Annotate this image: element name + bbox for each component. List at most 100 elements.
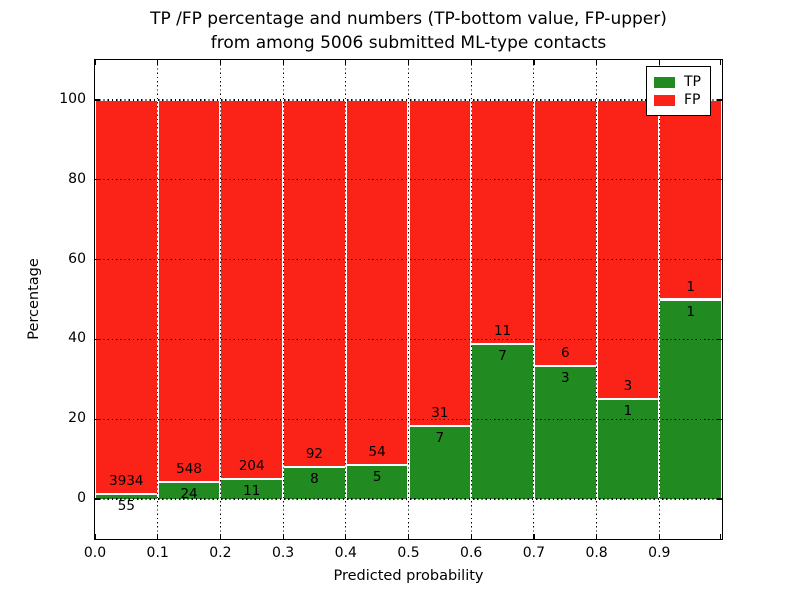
fp-legend-swatch-icon: [654, 94, 675, 106]
x-tick-mark: [157, 534, 159, 539]
bar-fp-count-label: 6: [560, 345, 570, 362]
y-tick-label: 60: [68, 250, 86, 267]
x-tick-mark: [596, 534, 598, 539]
x-tick-mark: [658, 60, 660, 65]
gridline-vertical: [470, 60, 472, 539]
bar-fp-segment: [408, 99, 472, 426]
chart-title-line2: from among 5006 submitted ML-type contac…: [210, 33, 607, 53]
tp-legend-swatch-icon: [654, 76, 675, 88]
gridline-horizontal: [95, 258, 722, 261]
bar-tp-count-label: 1: [623, 403, 633, 420]
x-tick-label: 0.6: [460, 545, 483, 561]
chart-title-line1: TP /FP percentage and numbers (TP-bottom…: [150, 9, 667, 29]
bar-fp-count-label: 1: [686, 278, 695, 295]
x-tick-mark: [596, 60, 598, 65]
bar-fp-segment: [157, 99, 221, 483]
bar-fp-count-label: 3: [623, 378, 633, 395]
x-tick-label: 0.1: [146, 545, 169, 561]
legend-item-fp: FP: [654, 92, 701, 108]
gridline-horizontal: [95, 99, 722, 101]
x-tick-mark: [533, 534, 535, 539]
tp-legend-label: TP: [684, 74, 701, 90]
x-tick-label: 0.4: [334, 545, 357, 561]
bar-fp-count-label: 31: [431, 404, 449, 421]
x-tick-mark: [219, 534, 222, 539]
bar-tp-segment: [471, 343, 534, 500]
bar-fp-segment: [345, 99, 409, 466]
y-tick-mark: [95, 258, 100, 261]
bar-tp-count-label: 7: [435, 429, 445, 446]
x-tick-mark: [470, 534, 472, 539]
bar-tp-count-label: 5: [372, 469, 382, 486]
legend-item-tp: TP: [654, 74, 701, 90]
bar-tp-segment: [596, 399, 660, 500]
bar-fp-segment: [471, 99, 534, 344]
plot-area: TP FP 3934 55 548 24 204 11 92 8 54 5 31 7 11 7 6 3 3 1 1 1: [93, 58, 724, 541]
legend: TP FP: [646, 66, 711, 116]
x-axis-label: Predicted probability: [333, 568, 484, 584]
x-tick-mark: [658, 534, 660, 539]
bar-tp-count-label: 11: [243, 482, 261, 499]
gridline-vertical: [658, 60, 660, 539]
x-tick-label: 0.2: [209, 545, 232, 561]
y-tick-label: 100: [59, 90, 86, 107]
y-tick-mark: [95, 338, 100, 341]
bar-fp-segment: [283, 99, 346, 468]
bar-fp-segment: [220, 99, 284, 479]
gridline-vertical: [533, 60, 535, 539]
bar-tp-segment: [408, 425, 472, 500]
bar-fp-count-label: 92: [305, 446, 324, 463]
bar-tp-count-label: 3: [560, 370, 570, 387]
gridline-vertical: [157, 60, 159, 539]
bar-fp-count-label: 3934: [109, 472, 144, 489]
bar-fp-segment: [596, 99, 660, 400]
gridline-vertical: [219, 60, 221, 539]
x-tick-mark: [345, 534, 347, 539]
gridline-vertical: [345, 60, 347, 539]
gridline-vertical: [282, 60, 284, 539]
gridline-horizontal: [95, 179, 722, 181]
y-tick-mark: [95, 418, 100, 420]
bar-tp-segment: [345, 465, 409, 500]
x-tick-mark: [219, 60, 222, 65]
bar-tp-segment: [283, 467, 346, 500]
x-tick-mark: [470, 60, 472, 65]
fp-legend-label: FP: [684, 92, 701, 108]
x-tick-mark: [94, 60, 96, 65]
x-tick-mark: [407, 60, 410, 65]
y-tick-mark: [717, 338, 722, 341]
x-tick-mark: [720, 534, 722, 539]
bar-tp-segment: [533, 366, 597, 500]
y-tick-mark: [717, 99, 722, 101]
gridline-vertical: [596, 60, 598, 539]
x-tick-label: 0.0: [83, 545, 107, 561]
y-tick-label: 40: [68, 330, 86, 347]
bar-fp-count-label: 54: [368, 444, 386, 461]
gridline-horizontal: [95, 338, 722, 340]
y-tick-mark: [95, 498, 100, 500]
y-tick-mark: [717, 258, 722, 261]
x-tick-label: 0.9: [648, 545, 671, 561]
y-tick-mark: [95, 179, 100, 181]
x-tick-mark: [282, 534, 284, 539]
y-tick-label: 80: [68, 170, 86, 187]
bar-fp-segment: [533, 99, 597, 367]
bar-tp-count-label: 8: [310, 471, 319, 488]
gridline-horizontal: [95, 418, 722, 420]
x-tick-mark: [407, 534, 410, 539]
gridline-vertical: [407, 60, 410, 539]
bar-fp-count-label: 548: [176, 461, 202, 478]
x-tick-label: 0.7: [522, 545, 546, 561]
bar-tp-count-label: 7: [498, 347, 507, 364]
bar-tp-count-label: 24: [180, 486, 198, 503]
x-tick-mark: [345, 60, 347, 65]
y-tick-label: 0: [77, 490, 86, 507]
bar-fp-segment: [659, 99, 722, 300]
y-tick-mark: [717, 498, 722, 500]
x-tick-mark: [157, 60, 159, 65]
x-tick-label: 0.5: [397, 545, 420, 561]
x-tick-mark: [282, 60, 284, 65]
x-tick-mark: [533, 60, 535, 65]
bar-tp-count-label: 55: [117, 497, 135, 514]
chart-title: TP /FP percentage and numbers (TP-bottom…: [95, 7, 722, 55]
